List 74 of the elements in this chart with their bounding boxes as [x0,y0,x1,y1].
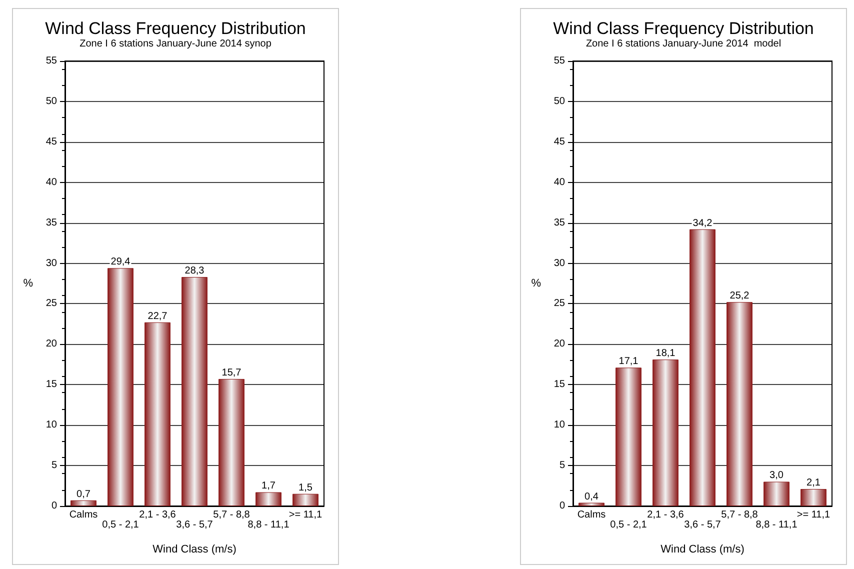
y-axis-title: % [23,278,34,290]
data-label: 2,1 [806,478,821,489]
x-tick-label: 2,1 - 3,6 [647,510,684,520]
x-axis-title: Wind Class (m/s) [660,544,744,556]
y-tick-label: 35 [554,217,566,228]
y-tick-label: 30 [554,258,566,269]
y-tick-label: 10 [46,420,58,431]
bar [652,360,678,506]
chart-title: Wind Class Frequency Distribution [553,19,814,38]
x-tick-label: 2,1 - 3,6 [139,510,176,520]
y-tick-label: 10 [554,420,566,431]
y-tick-label: 50 [554,96,566,107]
x-tick-label: 0,5 - 2,1 [102,520,140,530]
data-label: 28,3 [184,266,205,277]
bar [108,268,134,506]
bar [256,492,282,506]
bar [616,368,642,506]
y-tick-label: 15 [554,379,566,390]
x-tick-label: 5,7 - 8,8 [721,510,758,520]
x-axis-title: Wind Class (m/s) [152,544,236,556]
data-label: 1,7 [262,480,276,492]
bar [292,494,318,506]
y-tick-label: 25 [554,298,566,310]
x-tick-label: >= 11,1 [288,510,323,520]
y-tick-label: 5 [51,460,58,472]
y-tick-label: 20 [46,338,58,350]
x-tick-label: 3,6 - 5,7 [684,520,722,530]
chart-subtitle: Zone I 6 stations January-June 2014 model [586,38,782,50]
data-label: 22,7 [148,310,168,322]
y-tick-label: 15 [46,379,58,390]
bar [726,302,752,506]
chart-subtitle: Zone I 6 stations January-June 2014 synop [80,38,272,50]
y-tick-label: 35 [46,217,58,228]
data-label: 25,2 [730,290,750,302]
bar [690,229,716,506]
y-tick-label: 40 [554,176,566,188]
x-tick-label: Calms [69,510,98,520]
data-label: 1,5 [298,482,313,494]
y-tick-label: 50 [46,96,58,107]
y-tick-label: 20 [554,338,566,350]
bar [800,489,826,506]
y-tick-label: 45 [46,136,58,148]
data-label: 0,7 [76,488,91,500]
data-label: 29,4 [110,256,131,268]
bar [70,500,96,506]
bar [764,482,790,506]
bar [144,322,170,506]
y-tick-label: 30 [46,258,58,269]
bar [578,502,604,506]
y-tick-label: 55 [554,56,566,66]
data-label: 34,2 [692,218,713,229]
y-tick-label: 40 [46,176,58,188]
y-axis-title: % [531,278,542,290]
y-tick-label: 25 [46,298,58,310]
y-tick-label: 55 [46,56,58,66]
chart-title: Wind Class Frequency Distribution [45,19,306,38]
y-tick-label: 5 [559,460,566,472]
data-label: 3,0 [770,470,784,482]
x-tick-label: Calms [577,510,606,520]
y-tick-label: 45 [554,136,566,148]
y-tick-label: 0 [559,500,566,512]
x-tick-label: >= 11,1 [796,510,831,520]
data-label: 15,7 [222,367,242,378]
bar [182,277,208,506]
x-tick-label: 5,7 - 8,8 [213,510,250,520]
x-tick-label: 0,5 - 2,1 [610,520,648,530]
data-label: 17,1 [618,356,639,368]
data-label: 18,1 [656,348,676,360]
x-tick-label: 8,8 - 11,1 [248,520,290,530]
data-label: 0,4 [584,491,599,502]
x-tick-label: 8,8 - 11,1 [756,520,798,530]
bar [218,378,244,506]
x-tick-label: 3,6 - 5,7 [176,520,214,530]
y-tick-label: 0 [51,500,58,512]
